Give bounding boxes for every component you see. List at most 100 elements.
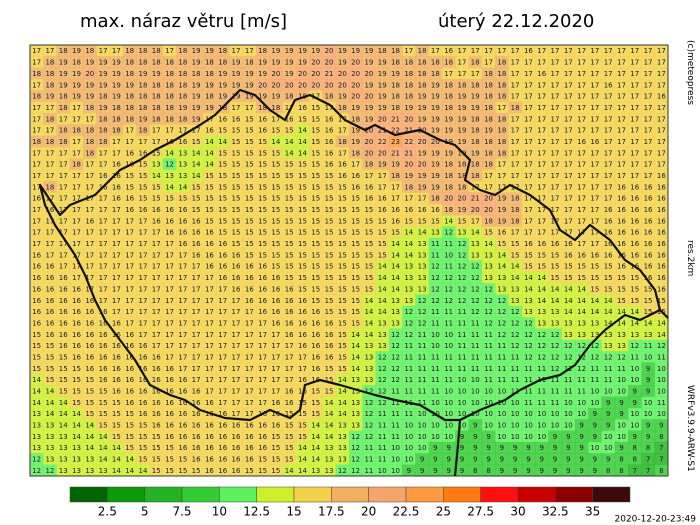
cell-fill [455, 90, 470, 103]
cell-value: 17 [524, 138, 533, 146]
cell-value: 17 [537, 127, 546, 135]
cell-fill [83, 192, 97, 205]
cell-fill [601, 181, 616, 193]
cell-fill [601, 339, 616, 352]
cell-fill [43, 249, 58, 261]
cell-fill [349, 328, 363, 341]
cell-fill [455, 192, 470, 205]
cell-fill [30, 339, 44, 352]
cell-value: 12 [551, 353, 560, 361]
cell-fill [442, 453, 456, 466]
cell-value: 9 [579, 433, 583, 441]
cell-value: 18 [458, 172, 467, 180]
cell-value: 16 [285, 319, 294, 327]
cell-value: 18 [152, 115, 161, 123]
cell-value: 12 [471, 285, 480, 293]
cell-fill [548, 203, 563, 216]
cell-value: 15 [258, 138, 267, 146]
cell-fill [30, 192, 44, 205]
cell-value: 20 [364, 93, 373, 101]
cell-fill [495, 453, 509, 466]
cell-value: 10 [657, 388, 666, 396]
cell-value: 23 [391, 138, 400, 146]
cell-value: 17 [45, 229, 54, 237]
cell-value: 15 [351, 229, 360, 237]
cell-value: 11 [524, 376, 533, 384]
cell-value: 17 [511, 149, 520, 157]
cell-value: 14 [298, 149, 307, 157]
cell-value: 12 [458, 251, 467, 259]
cell-value: 17 [285, 353, 294, 361]
cell-fill [335, 441, 350, 454]
cell-fill [56, 79, 71, 91]
cell-value: 20 [364, 138, 373, 146]
cell-fill [96, 464, 111, 477]
cell-fill [69, 135, 84, 148]
cell-fill [628, 407, 642, 420]
cell-value: 15 [271, 229, 280, 237]
cell-fill [83, 45, 97, 57]
cell-value: 11 [364, 456, 373, 464]
cell-value: 19 [338, 47, 347, 55]
cell-fill [295, 113, 310, 125]
cell-value: 18 [165, 59, 174, 67]
cell-value: 19 [218, 93, 227, 101]
cell-value: 17 [59, 149, 68, 157]
cell-value: 16 [218, 467, 227, 475]
cell-value: 14 [537, 297, 546, 305]
cell-fill [295, 373, 310, 386]
cell-value: 12 [404, 308, 413, 316]
cell-fill [628, 203, 642, 216]
cell-fill [335, 124, 350, 137]
cell-value: 19 [458, 206, 467, 214]
cell-value: 14 [418, 229, 427, 237]
cell-value: 19 [192, 59, 201, 67]
cell-value: 16 [45, 331, 54, 339]
cell-fill [322, 67, 337, 80]
cell-fill [189, 373, 204, 386]
cell-value: 19 [444, 115, 453, 123]
cell-value: 14 [32, 388, 41, 396]
cell-value: 15 [378, 251, 387, 259]
cell-value: 12 [444, 285, 453, 293]
cell-value: 9 [579, 444, 583, 452]
cell-value: 16 [338, 172, 347, 180]
cell-fill [574, 124, 589, 137]
cell-value: 9 [606, 410, 610, 418]
cell-value: 10 [551, 410, 560, 418]
cell-value: 12 [657, 342, 666, 350]
cell-value: 17 [152, 297, 161, 305]
cell-fill [43, 45, 58, 57]
cell-fill [654, 226, 669, 239]
cell-value: 15 [311, 274, 320, 282]
cell-fill [162, 260, 177, 273]
cell-value: 15 [351, 195, 360, 203]
cell-fill [83, 362, 97, 375]
cell-fill [641, 283, 656, 296]
cell-fill [349, 351, 363, 364]
cell-value: 17 [577, 161, 586, 169]
cell-fill [535, 215, 549, 227]
cell-fill [548, 283, 563, 296]
cell-value: 18 [32, 93, 41, 101]
cell-value: 17 [258, 399, 267, 407]
cell-fill [322, 158, 337, 171]
cell-fill [109, 396, 124, 409]
colorbar-label: 10 [212, 505, 227, 519]
cell-value: 18 [271, 104, 280, 112]
cell-value: 16 [125, 353, 134, 361]
cell-fill [614, 419, 629, 432]
cell-value: 18 [471, 127, 480, 135]
cell-value: 16 [245, 263, 254, 271]
cell-value: 16 [139, 149, 148, 157]
cell-fill [56, 101, 71, 114]
cell-value: 13 [59, 433, 68, 441]
cell-value: 13 [431, 229, 440, 237]
cell-value: 17 [152, 319, 161, 327]
cell-value: 17 [112, 229, 121, 237]
cell-value: 18 [444, 161, 453, 169]
cell-value: 18 [85, 138, 94, 146]
cell-fill [322, 362, 337, 375]
cell-value: 17 [604, 172, 613, 180]
cell-fill [375, 79, 390, 91]
